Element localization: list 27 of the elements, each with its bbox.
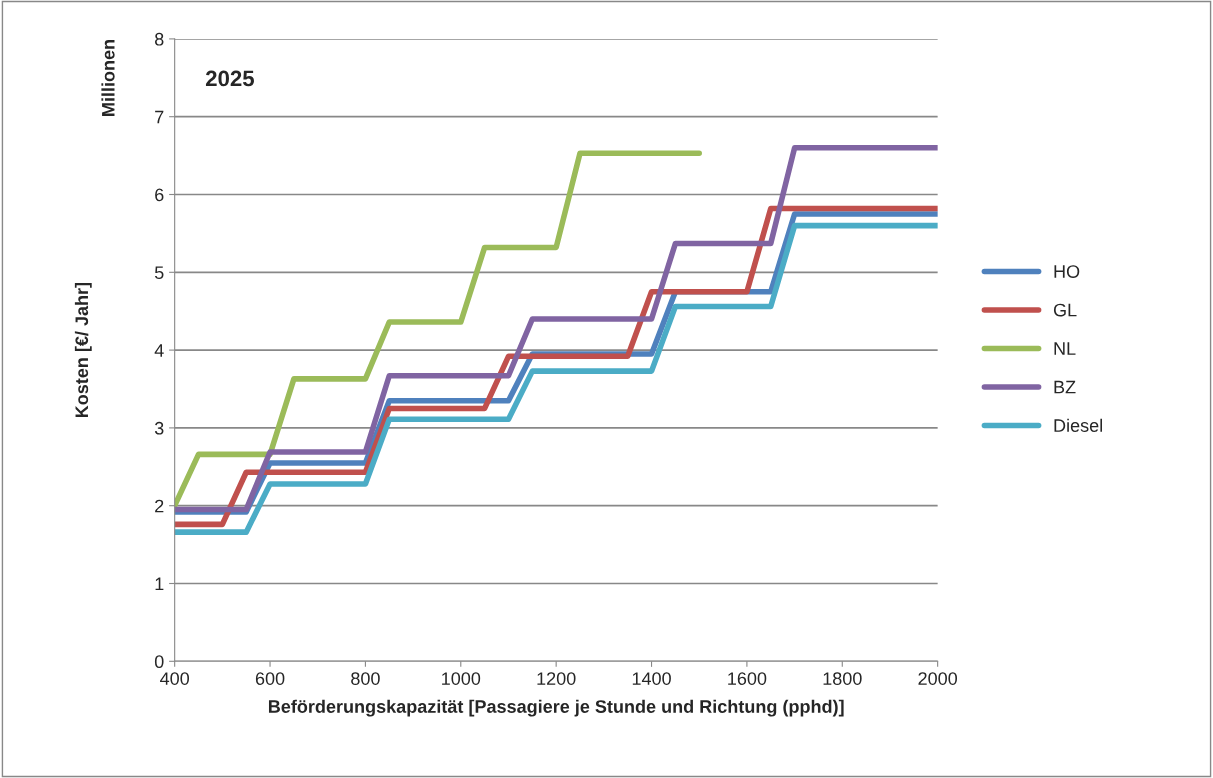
y-tick-label: 4 [154, 344, 164, 357]
y-tick-label: 0 [154, 655, 164, 669]
legend-label: GL [1053, 303, 1077, 317]
x-tick-label: 1400 [632, 672, 671, 685]
y-tick-label: 8 [155, 32, 164, 46]
y-axis-title: Kosten [€/ Jahr] [74, 282, 92, 418]
legend-label: Diesel [1054, 418, 1102, 432]
text: Millionen [101, 40, 115, 116]
annotation: 2025 [205, 70, 255, 87]
y-tick-label: 1 [155, 577, 164, 591]
x-tick-label: 800 [351, 672, 380, 685]
x-tick-label: 400 [160, 672, 190, 685]
y-tick-label: 2 [155, 499, 164, 513]
x-tick-label: 1000 [442, 672, 481, 685]
x-tick-label: 1200 [537, 672, 576, 685]
y-tick-label: 3 [154, 421, 164, 435]
y-tick-label: 7 [155, 110, 164, 124]
legend-label: BZ [1054, 380, 1076, 394]
x-axis-title: Beförderungskapazität [Passagiere je Stunde und Richtung (pphd)] [268, 699, 844, 717]
legend-label: HO [1054, 265, 1080, 278]
x-tick-label: 600 [255, 672, 285, 685]
y-tick-label: 5 [154, 266, 164, 280]
x-tick-label: 2000 [918, 672, 958, 685]
y-tick-label: 6 [155, 188, 164, 202]
legend-label: NL [1054, 342, 1076, 355]
x-tick-label: 1800 [823, 672, 862, 685]
x-tick-label: 1600 [728, 672, 767, 685]
